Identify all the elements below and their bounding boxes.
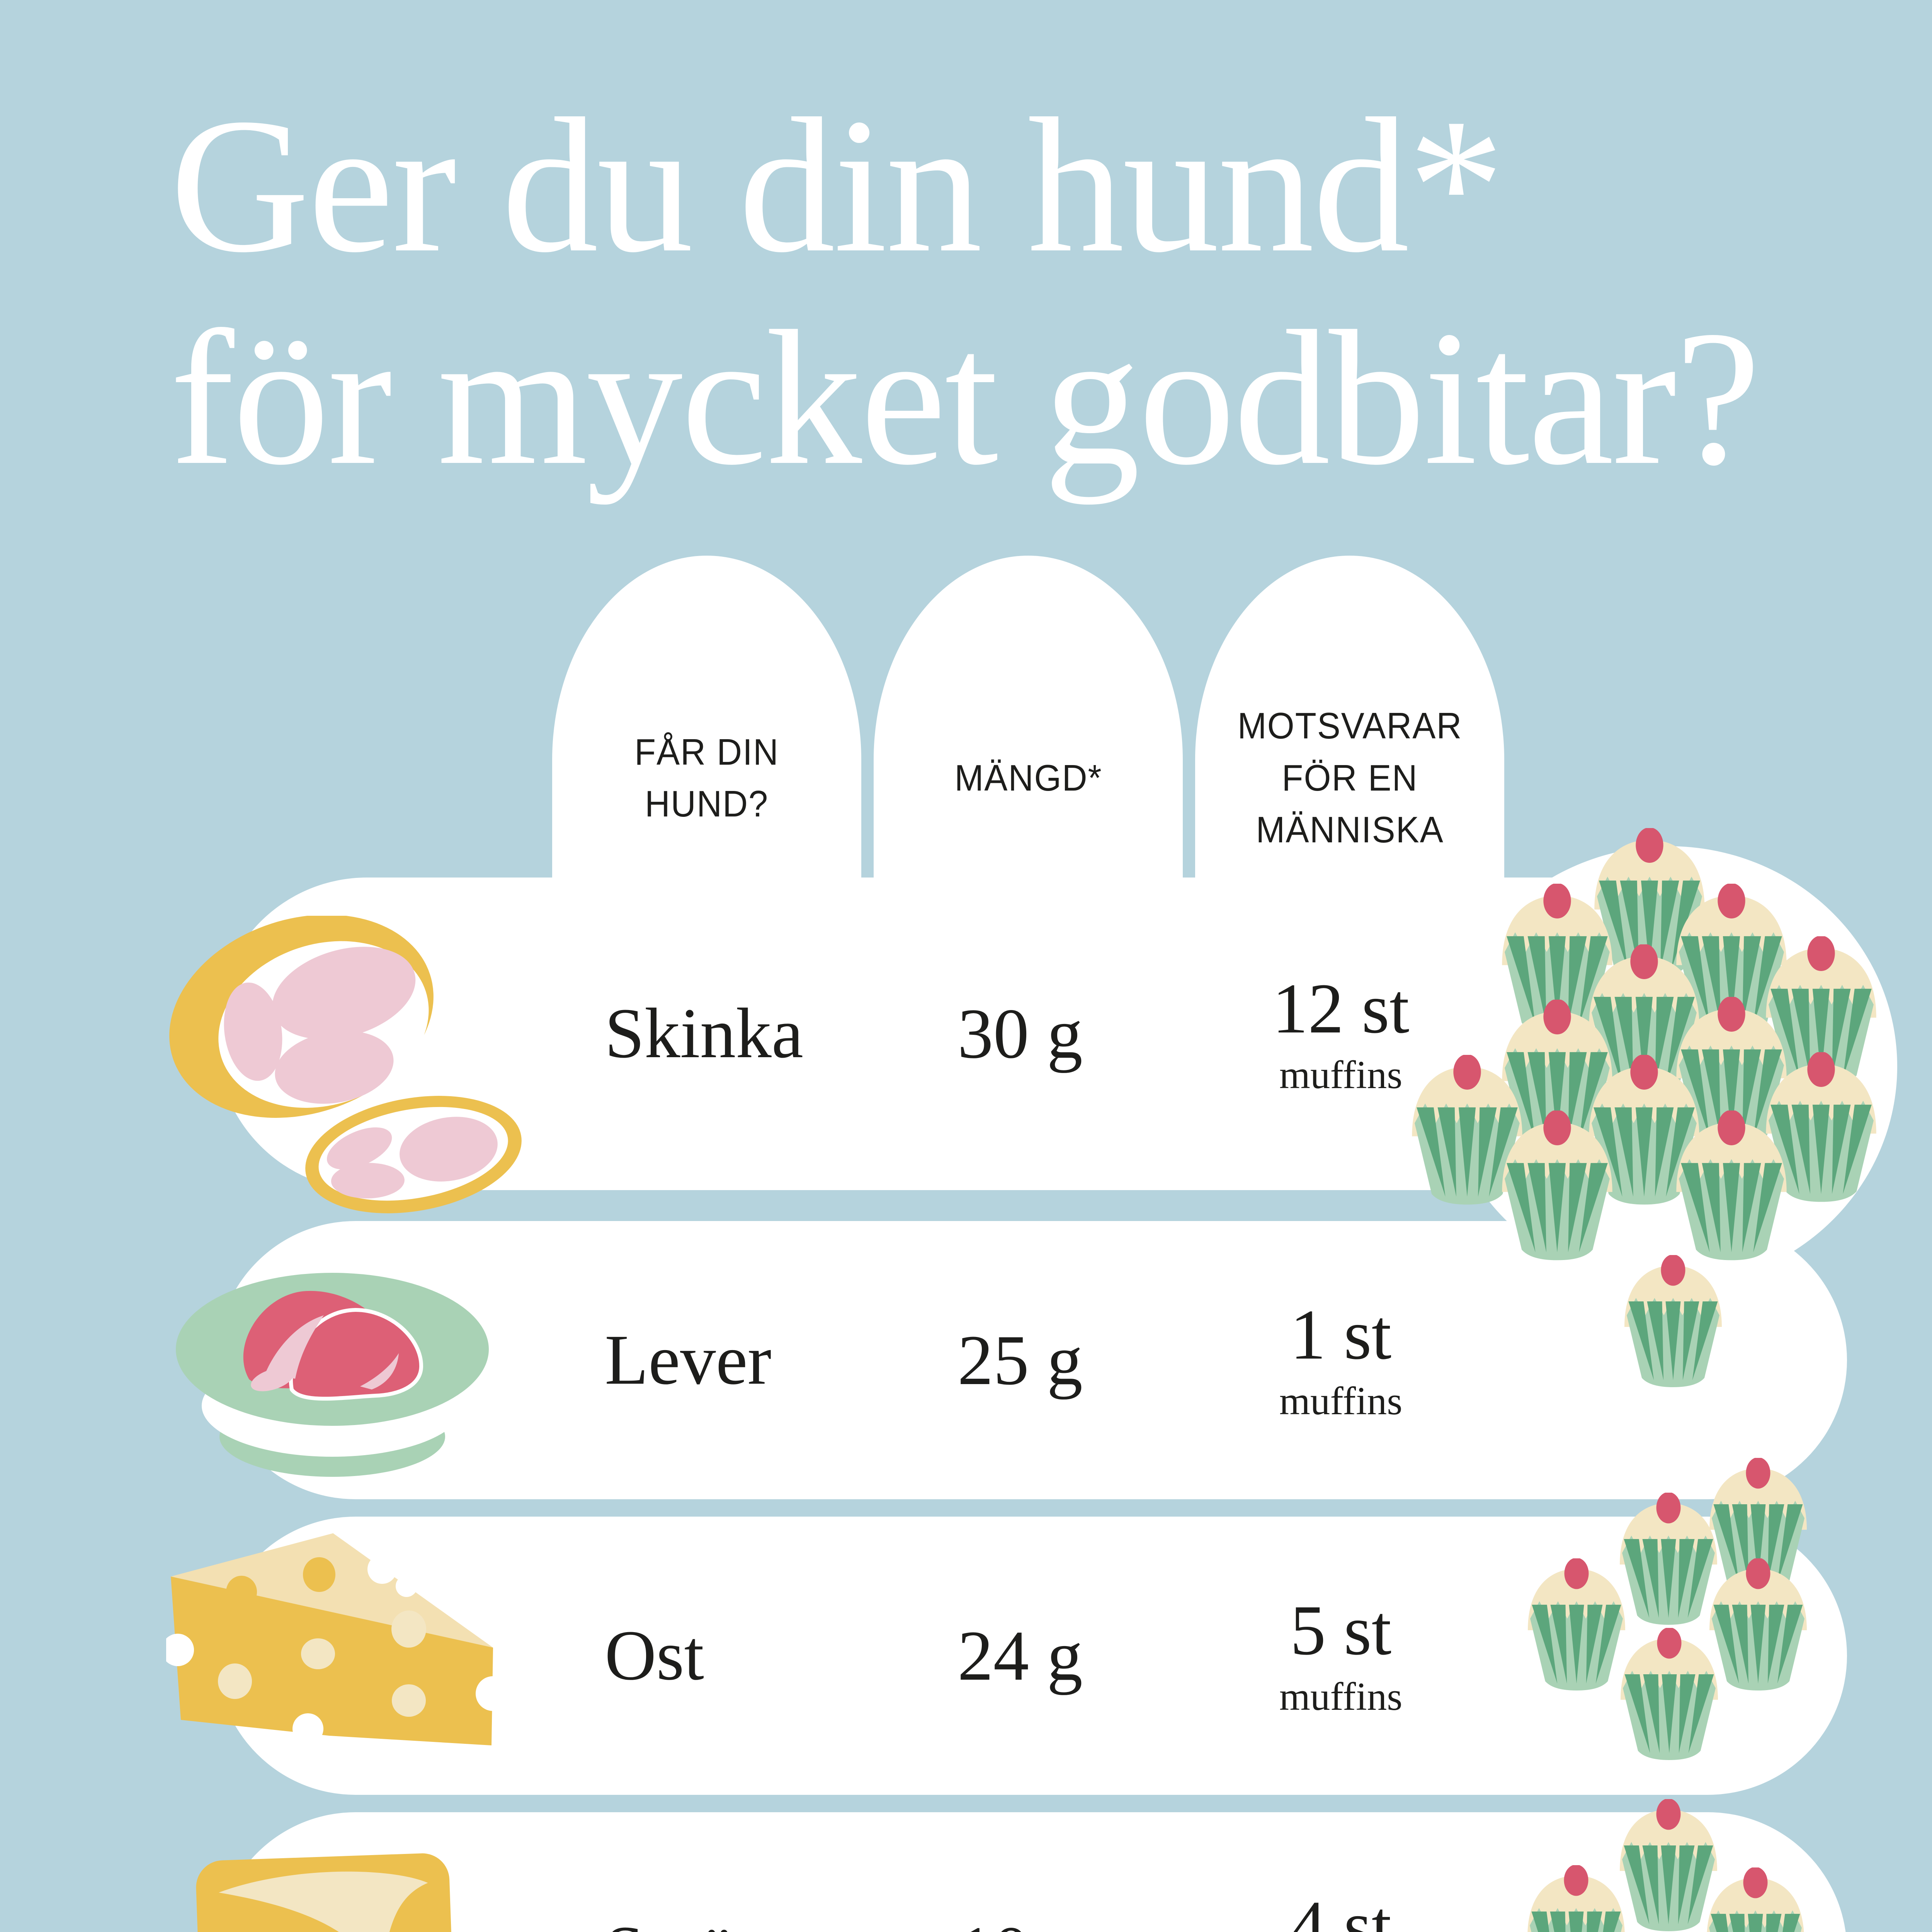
muffin-icon [1518,1865,1634,1932]
cheese-icon [166,1526,502,1754]
row-panel [216,1221,1847,1499]
food-name: Skinka [605,994,803,1073]
muffin-count-text: 1 st [1290,1295,1392,1374]
muffin-icon [1611,1493,1726,1629]
food-name: Smör [605,1812,945,1932]
muffin-icon [1666,883,1797,1039]
muffin-icon [1615,1255,1731,1392]
dog-amount: 24 g [957,1616,1083,1696]
muffin-icon [1401,1054,1533,1210]
muffin-count-text: 4 st [1290,1886,1392,1932]
muffin-icon [1666,1110,1797,1265]
human-equivalent: 5 st muffins [1206,1517,1476,1795]
column-header-human: MOTSVARAR FÖR EN MÄNNISKA [1195,556,1504,885]
title-line-1: Ger du din hund* [170,78,1504,293]
muffin-icon [1492,1110,1623,1265]
muffin-icon [1755,936,1887,1091]
muffin-icon [1519,1558,1634,1695]
human-equivalent: 4 st muffins [1206,1812,1476,1932]
column-header-label: MÄNGD* [954,757,1102,799]
muffin-icon [1611,1628,1727,1765]
muffin-unit-text: muffins [1279,1379,1403,1423]
human-equivalent: 1 st muffins [1206,1221,1476,1499]
human-equivalent: 12 st muffins [1206,878,1476,1190]
muffin-icon [1578,944,1710,1099]
muffin-icon [1492,883,1623,1039]
muffin-icon [1578,1054,1710,1210]
column-header-amount: MÄNGD* [874,556,1183,885]
muffin-icon [1492,999,1623,1155]
muffin-count-text: 12 st [1272,969,1410,1048]
muffin-icon [1697,1867,1813,1932]
muffin-unit-text: muffins [1279,1675,1403,1719]
liver-icon [174,1252,502,1492]
dog-amount: 25 g [957,1320,1083,1400]
dog-amount: 10 g [885,1812,1155,1932]
food-name: Ost [605,1616,704,1695]
muffin-icon [1666,997,1797,1152]
muffin-icon [1755,1052,1887,1207]
column-header-label: MOTSVARAR FÖR EN MÄNNISKA [1237,705,1462,851]
muffin-count-text: 5 st [1290,1591,1392,1670]
muffin-icon [1700,1458,1816,1595]
food-name: Lever [605,1320,772,1400]
column-header-label: FÅR DIN HUND? [634,731,779,825]
ham-icon [162,916,529,1217]
page-title: Ger du din hund* för mycket godbitar? [170,78,1761,505]
column-header-question: FÅR DIN HUND? [552,556,861,885]
muffin-unit-text: muffins [1279,1053,1403,1097]
butter-icon [162,1851,495,1932]
title-line-2: för mycket godbitar? [170,291,1761,505]
muffin-icon [1700,1558,1816,1695]
muffin-icon [1611,1799,1726,1932]
dog-amount: 30 g [957,994,1083,1073]
muffin-icon [1584,828,1715,983]
